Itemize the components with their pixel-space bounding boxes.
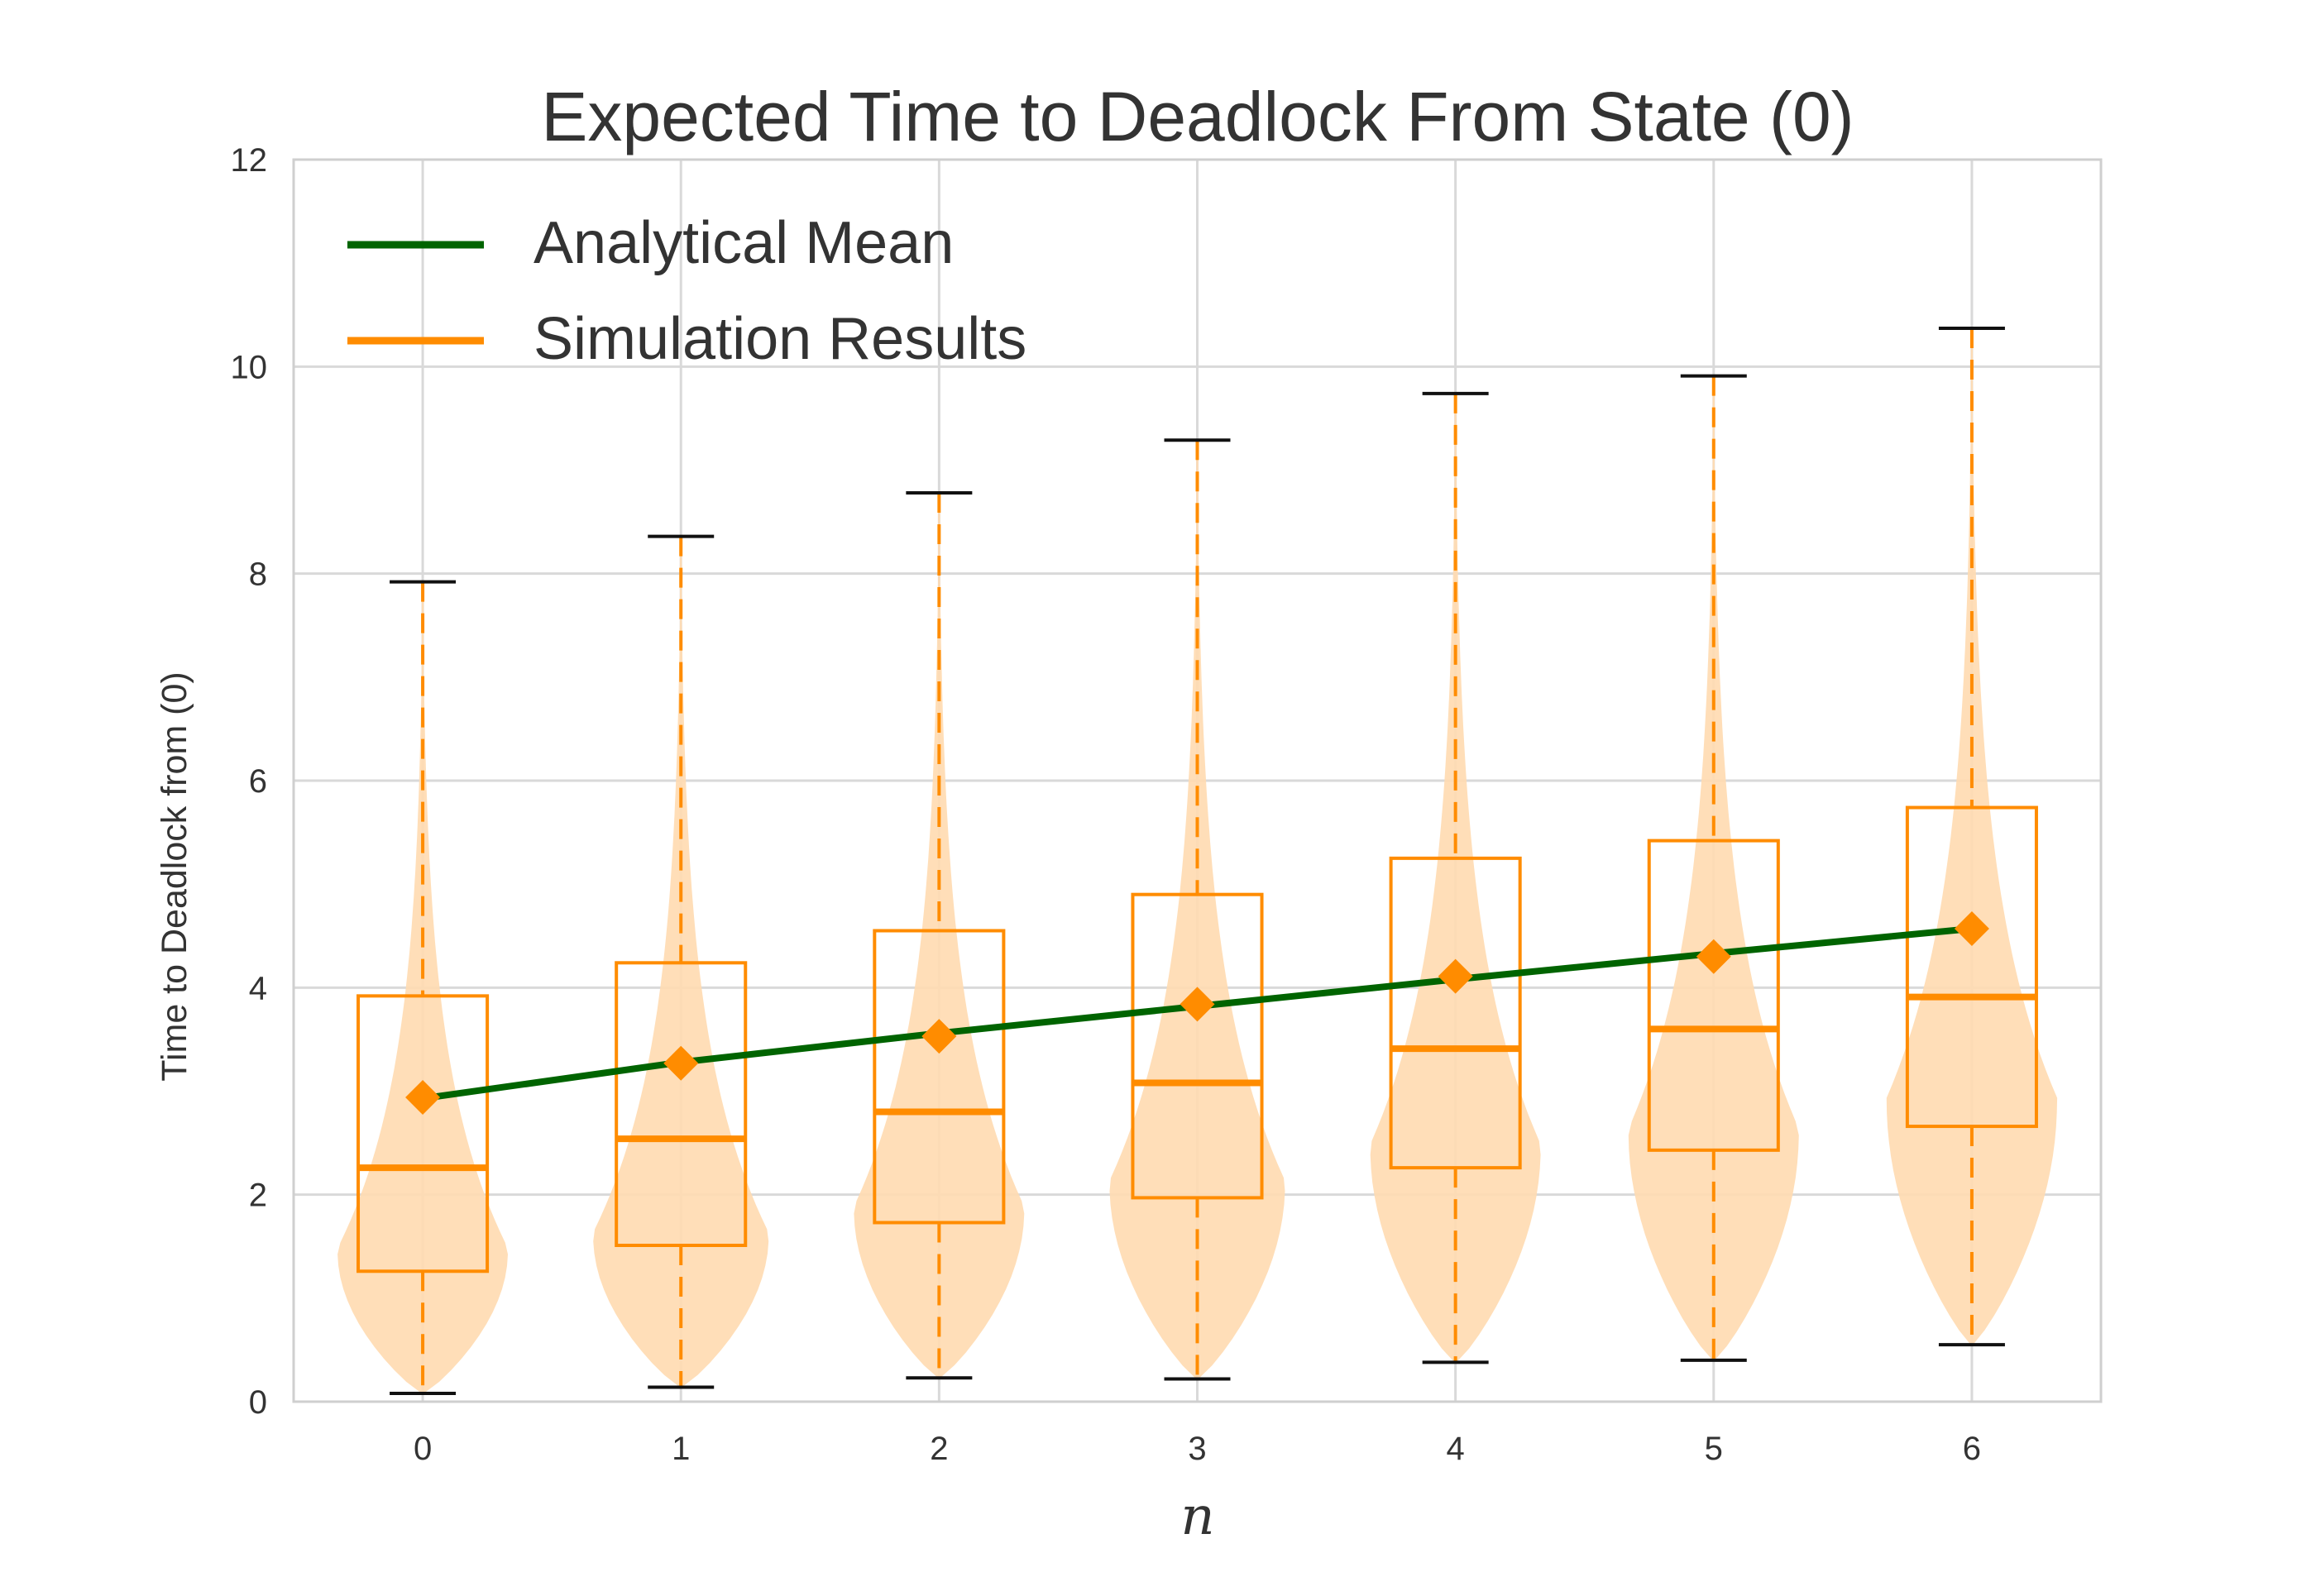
simulation-mean-marker [1180, 987, 1215, 1022]
legend-label-simulation: Simulation Results [534, 306, 1026, 372]
simulation-mean-marker [405, 1080, 441, 1116]
iqr-box [1905, 805, 2038, 1129]
violin-body [1109, 440, 1285, 1379]
y-tick-label: 2 [249, 1178, 267, 1214]
y-tick-label: 6 [249, 763, 267, 800]
x-tick-label: 3 [1188, 1431, 1206, 1467]
iqr-box [1647, 839, 1780, 1152]
y-tick-label: 0 [249, 1384, 267, 1421]
iqr-box [615, 961, 748, 1247]
iqr-box [1389, 856, 1522, 1170]
y-tick-label: 8 [249, 557, 267, 593]
y-tick-label: 4 [249, 970, 267, 1006]
legend: Analytical Mean Simulation Results [347, 210, 1026, 372]
simulation-mean-marker [663, 1045, 699, 1081]
violin-body [854, 493, 1025, 1379]
simulation-mean-marker [1954, 910, 1989, 946]
box-layer [356, 327, 2038, 1395]
y-axis-label: Time to Deadlock from (0) [155, 671, 194, 1081]
legend-label-analytical: Analytical Mean [534, 210, 954, 276]
x-axis-label: n [1180, 1486, 1214, 1547]
x-tick-label: 6 [1963, 1431, 1981, 1467]
chart-title: Expected Time to Deadlock From State (0) [541, 78, 1854, 155]
x-tick-label: 2 [930, 1431, 948, 1467]
x-tick-label: 0 [414, 1431, 432, 1467]
violin-body [1628, 375, 1799, 1360]
iqr-box [873, 929, 1006, 1225]
simulation-mean-marker [1438, 958, 1473, 994]
violin-body [1370, 393, 1541, 1363]
iqr-box [356, 994, 490, 1273]
y-tick-label: 12 [231, 142, 268, 179]
simulation-mean-marker [921, 1019, 957, 1054]
x-tick-label: 5 [1705, 1431, 1723, 1467]
x-tick-label: 4 [1447, 1431, 1465, 1467]
iqr-box [1131, 892, 1264, 1200]
mean-marker-layer [405, 910, 1989, 1116]
violin-body [337, 581, 508, 1393]
violin-body [1886, 328, 2058, 1345]
plot-frame [292, 158, 2103, 1403]
y-tick-label: 10 [231, 349, 268, 385]
x-tick-label: 1 [672, 1431, 690, 1467]
simulation-mean-marker [1696, 939, 1731, 974]
